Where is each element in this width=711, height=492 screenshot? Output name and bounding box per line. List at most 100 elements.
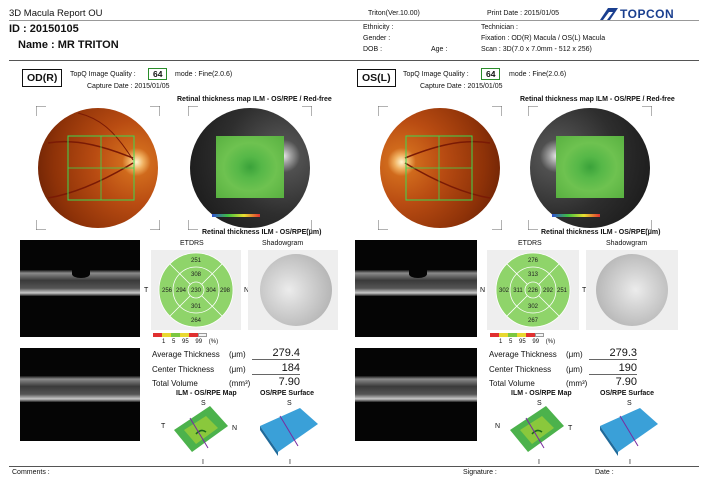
gender-label: Gender : bbox=[363, 35, 391, 42]
od-surface-s: S bbox=[287, 400, 292, 407]
od-center-unit: (μm) bbox=[229, 365, 246, 374]
od-etdrs-nasal-inner: 304 bbox=[206, 288, 217, 294]
report-title: 3D Macula Report OU bbox=[9, 8, 103, 19]
od-etdrs-inferior-outer: 264 bbox=[191, 318, 202, 324]
od-etdrs-nasal-outer: 298 bbox=[220, 288, 231, 294]
os-normative-scale bbox=[490, 333, 544, 337]
os-etdrs-superior-outer: 276 bbox=[528, 258, 539, 264]
os-mode: mode : Fine(2.0.6) bbox=[509, 71, 567, 78]
od-etdrs-superior-inner: 308 bbox=[191, 272, 202, 278]
od-etdrs-grid: 251 308 256 294 230 304 298 301 264 bbox=[158, 252, 234, 328]
od-etdrs-panel: 251 308 256 294 230 304 298 301 264 bbox=[151, 250, 241, 330]
scan-info: Scan : 3D(7.0 x 7.0mm - 512 x 256) bbox=[481, 46, 592, 53]
patient-name: Name : MR TRITON bbox=[18, 39, 119, 51]
os-shadowgram-image bbox=[596, 254, 668, 326]
od-ilm-i: I bbox=[202, 459, 204, 466]
os-quality-label: TopQ Image Quality : bbox=[403, 71, 469, 78]
os-map-brackets bbox=[528, 106, 652, 230]
od-thickness-title: Retinal thickness ILM - OS/RPE(μm) bbox=[202, 229, 322, 236]
fixation-info: Fixation : OD(R) Macula / OS(L) Macula bbox=[481, 35, 606, 42]
od-shadowgram-label: Shadowgram bbox=[262, 240, 304, 247]
os-etdrs-superior-inner: 313 bbox=[528, 272, 539, 278]
date-label: Date : bbox=[595, 469, 614, 476]
od-etdrs-dir-t: T bbox=[144, 287, 149, 294]
od-ilm-n: N bbox=[232, 425, 238, 432]
os-etdrs-label: ETDRS bbox=[518, 240, 542, 247]
od-volume-label: Total Volume bbox=[152, 379, 198, 388]
footer-divider bbox=[9, 466, 699, 467]
od-shadowgram-image bbox=[260, 254, 332, 326]
od-thickness-map bbox=[190, 108, 310, 228]
os-volume-value: 7.90 bbox=[615, 376, 637, 388]
os-surface-i: I bbox=[629, 459, 631, 466]
os-etdrs-panel: 276 313 302 311 226 292 251 302 267 bbox=[487, 250, 579, 330]
os-quality-value: 64 bbox=[481, 68, 501, 80]
os-ilm-map-label: ILM - OS/RPE Map bbox=[511, 390, 572, 397]
os-etdrs-nasal-inner: 311 bbox=[513, 288, 523, 294]
os-fundus-overlay bbox=[404, 135, 491, 201]
od-center-label: Center Thickness bbox=[152, 365, 215, 374]
od-volume-unit: (mm³) bbox=[229, 379, 251, 388]
os-etdrs-center: 226 bbox=[528, 288, 539, 294]
topcon-logo: TOPCON bbox=[600, 7, 674, 21]
od-map-colorbar bbox=[212, 214, 260, 217]
os-surface-3d bbox=[600, 408, 658, 456]
os-avg-value: 279.3 bbox=[589, 347, 637, 360]
od-ilm-t: T bbox=[161, 423, 166, 430]
patient-id: ID : 20150105 bbox=[9, 23, 79, 35]
od-avg-unit: (μm) bbox=[229, 350, 246, 359]
od-center-value: 184 bbox=[252, 362, 300, 375]
os-eye-label: OS(L) bbox=[357, 69, 396, 87]
od-scale-ticks: 1 5 95 99 (%) bbox=[162, 339, 219, 345]
header-divider bbox=[9, 20, 699, 21]
od-capture-date: Capture Date : 2015/01/05 bbox=[87, 83, 170, 90]
od-normative-scale bbox=[153, 333, 207, 337]
age-label: Age : bbox=[431, 46, 448, 53]
os-shadowgram-panel bbox=[586, 250, 678, 330]
od-surface-label: OS/RPE Surface bbox=[260, 390, 315, 397]
os-surface-label: OS/RPE Surface bbox=[600, 390, 655, 397]
od-etdrs-label: ETDRS bbox=[180, 240, 204, 247]
os-ilm-s: S bbox=[537, 400, 542, 407]
os-scale-ticks: 1 5 95 99 (%) bbox=[499, 339, 556, 345]
od-oct-bscan-bottom bbox=[20, 348, 140, 441]
os-volume-unit: (mm³) bbox=[566, 379, 588, 388]
os-capture-date: Capture Date : 2015/01/05 bbox=[420, 83, 503, 90]
os-ilm-n: N bbox=[495, 423, 501, 430]
os-thickness-title: Retinal thickness ILM - OS/RPE(μm) bbox=[541, 229, 661, 236]
od-ilm-3d-map bbox=[174, 406, 228, 452]
od-map-brackets bbox=[188, 106, 312, 230]
od-fundus-brackets bbox=[36, 106, 160, 230]
os-etdrs-dir-n: N bbox=[480, 287, 486, 294]
os-etdrs-temporal-outer: 251 bbox=[557, 288, 568, 294]
os-oct-bscan-bottom bbox=[355, 348, 477, 441]
os-center-label: Center Thickness bbox=[489, 365, 552, 374]
os-etdrs-grid: 276 313 302 311 226 292 251 302 267 bbox=[495, 252, 571, 328]
od-etdrs-temporal-outer: 256 bbox=[162, 288, 173, 294]
print-date: Print Date : 2015/01/05 bbox=[487, 10, 559, 17]
od-etdrs-inferior-inner: 301 bbox=[191, 304, 202, 310]
ethnicity-label: Ethnicity : bbox=[363, 24, 394, 31]
od-etdrs-dir-n: N bbox=[244, 287, 250, 294]
od-fundus-photo bbox=[38, 108, 158, 228]
os-ilm-3d-map bbox=[510, 406, 564, 452]
os-volume-label: Total Volume bbox=[489, 379, 535, 388]
od-quality-value: 64 bbox=[148, 68, 168, 80]
od-volume-value: 7.90 bbox=[278, 376, 300, 388]
od-oct-fovea bbox=[72, 270, 90, 278]
od-quality-label: TopQ Image Quality : bbox=[70, 71, 136, 78]
os-thickness-map bbox=[530, 108, 650, 228]
od-etdrs-superior-outer: 251 bbox=[191, 258, 202, 264]
os-center-unit: (μm) bbox=[566, 365, 583, 374]
software-version: Triton(Ver.10.00) bbox=[368, 10, 420, 17]
comments-label: Comments : bbox=[12, 469, 50, 476]
os-avg-unit: (μm) bbox=[566, 350, 583, 359]
od-ilm-s: S bbox=[201, 400, 206, 407]
od-shadowgram-panel bbox=[248, 250, 338, 330]
os-map-colorbar bbox=[552, 214, 600, 217]
os-avg-label: Average Thickness bbox=[489, 350, 557, 359]
os-thickness-overlay bbox=[556, 136, 624, 198]
os-oct-bscan-top bbox=[355, 240, 477, 337]
os-etdrs-inferior-inner: 302 bbox=[528, 304, 539, 310]
signature-label: Signature : bbox=[463, 469, 497, 476]
